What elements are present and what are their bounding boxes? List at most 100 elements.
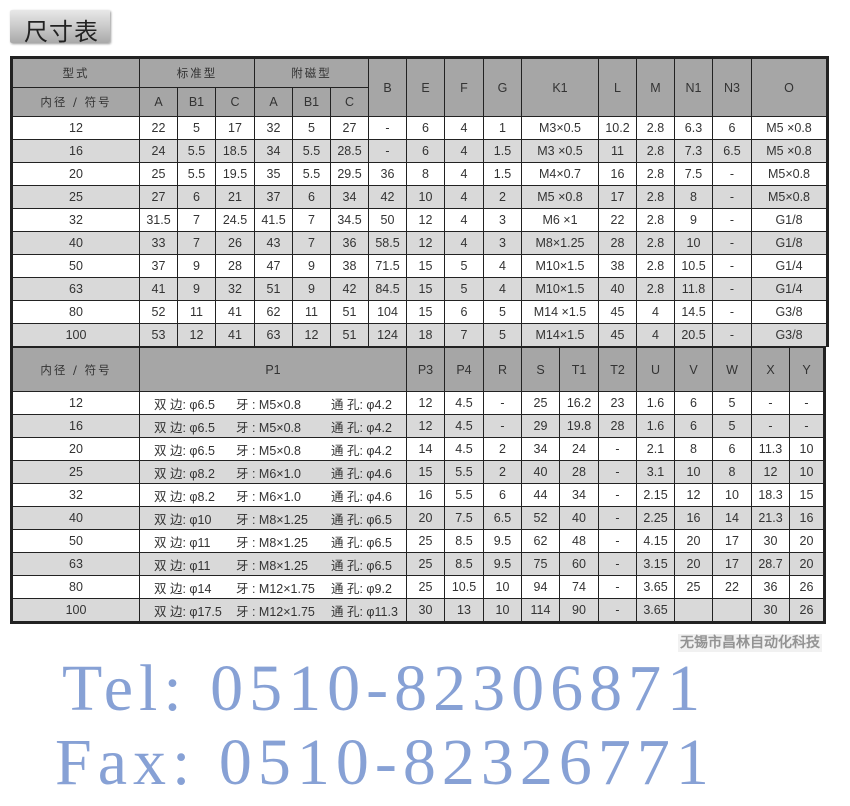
- table-cell: 4: [444, 116, 484, 140]
- table-cell: 9.5: [483, 529, 522, 553]
- table-cell: 11.3: [751, 437, 790, 461]
- table-cell: 8: [406, 162, 445, 186]
- table-cell: 19.8: [559, 414, 599, 438]
- double-side-value: 双 边: φ8.2: [154, 489, 215, 504]
- table-cell: 7.5: [444, 506, 484, 530]
- table-cell: 2.8: [636, 162, 675, 186]
- table-cell: 23: [598, 391, 637, 415]
- table-cell: 12: [406, 208, 445, 232]
- table-cell: 2: [483, 437, 522, 461]
- table-cell: 43: [254, 231, 293, 255]
- table-row: 50 双 边: φ11 牙 : M8×1.25 通 孔: φ6.5 25 8.5 9.5 62…: [11, 529, 825, 553]
- table-cell: 9: [177, 277, 216, 301]
- table-cell: -: [598, 529, 637, 553]
- table-cell: 41: [215, 323, 255, 347]
- table-cell: 16: [674, 506, 713, 530]
- col-header-S: S: [521, 346, 560, 392]
- section-title-badge: 尺寸表: [10, 10, 110, 46]
- table-cell: 6: [712, 437, 752, 461]
- bore-cell: 32: [11, 483, 140, 507]
- thread-value: 牙 : M5×0.8: [236, 397, 301, 412]
- table-cell: M4×0.7: [521, 162, 599, 186]
- through-hole-value: 通 孔: φ6.5: [331, 535, 392, 550]
- table-cell: 51: [254, 277, 293, 301]
- table-cell: 4.5: [444, 391, 484, 415]
- fax-watermark: Fax: 0510-82326771: [55, 726, 715, 799]
- table-cell: 10.5: [674, 254, 713, 278]
- table-cell: 2.8: [636, 254, 675, 278]
- table-cell: 3: [483, 208, 522, 232]
- p1-cell: 双 边: φ14 牙 : M12×1.75 通 孔: φ9.2: [139, 575, 407, 599]
- table-cell: 15: [406, 300, 445, 324]
- double-side-value: 双 边: φ11: [154, 558, 211, 573]
- table-cell: 7: [444, 323, 484, 347]
- table-cell: 20: [789, 529, 825, 553]
- thread-value: 牙 : M8×1.25: [236, 512, 308, 527]
- table-cell: 14: [712, 506, 752, 530]
- table-cell: 36: [368, 162, 407, 186]
- table-cell: 5: [444, 254, 484, 278]
- table-cell: 4: [444, 185, 484, 209]
- table-cell: 5.5: [177, 139, 216, 163]
- col-header-mag-B1: B1: [292, 87, 331, 117]
- table-cell: 35: [254, 162, 293, 186]
- table-cell: 15: [406, 460, 445, 484]
- through-hole-value: 通 孔: φ6.5: [331, 558, 392, 573]
- watermark-area: 无锡市昌林自动化科技 Tel: 0510-82306871 Fax: 0510-…: [0, 634, 850, 806]
- table-row: 100 53 12 41 63 12 51 124 18 7 5 M14×1.5 45 4 20.5- G3/…: [11, 323, 828, 347]
- table-cell: 40: [598, 277, 637, 301]
- bore-cell: 16: [11, 414, 140, 438]
- table-row: 12 22 5 17 32 5 27-6 4 1 M3×0.5 10.2 2.8 6.3 6 M5 ×0.8: [11, 116, 828, 140]
- table-cell: 34: [330, 185, 369, 209]
- table-cell: 17: [712, 552, 752, 576]
- table-cell: -: [789, 391, 825, 415]
- section-title: 尺寸表: [24, 18, 99, 46]
- table-cell: -: [712, 185, 752, 209]
- table-cell: 62: [254, 300, 293, 324]
- bore-cell: 63: [11, 552, 140, 576]
- table-cell: 32: [11, 208, 140, 232]
- col-header-mag-A: A: [254, 87, 293, 117]
- table-cell: 25: [521, 391, 560, 415]
- table-cell: 4.15: [636, 529, 675, 553]
- table-cell: 5.5: [444, 483, 484, 507]
- table-cell: 3.65: [636, 598, 675, 623]
- table-cell: 24.5: [215, 208, 255, 232]
- table-row: 32 双 边: φ8.2 牙 : M6×1.0 通 孔: φ4.6 16 5.5 6 44 34…: [11, 483, 825, 507]
- table-cell: 28.7: [751, 552, 790, 576]
- col-header-std-C: C: [215, 87, 255, 117]
- double-side-value: 双 边: φ6.5: [154, 397, 215, 412]
- bore-cell: 20: [11, 437, 140, 461]
- table-cell: M10×1.5: [521, 277, 599, 301]
- table-cell: 28.5: [330, 139, 369, 163]
- table-cell: 16.2: [559, 391, 599, 415]
- table-cell: 40: [11, 231, 140, 255]
- table-cell: 15: [406, 254, 445, 278]
- table-cell: 11: [598, 139, 637, 163]
- table-cell: M5 ×0.8: [751, 139, 828, 163]
- table-cell: 21.3: [751, 506, 790, 530]
- table-cell: 42: [368, 185, 407, 209]
- standard-type-header: 标准型: [139, 57, 255, 88]
- table-cell: 26: [789, 598, 825, 623]
- table-cell: 14.5: [674, 300, 713, 324]
- table-cell: 7: [177, 231, 216, 255]
- table-row: 20 双 边: φ6.5 牙 : M5×0.8 通 孔: φ4.2 14 4.5 2 34 24…: [11, 437, 825, 461]
- table-cell: 71.5: [368, 254, 407, 278]
- p1-cell: 双 边: φ11 牙 : M8×1.25 通 孔: φ6.5: [139, 552, 407, 576]
- table-cell: 7: [292, 208, 331, 232]
- dimension-table-top: 型式 标准型 附磁型 B E F G K1 L M N1 N3 O 内径 / 符…: [10, 56, 829, 347]
- table-cell: 34.5: [330, 208, 369, 232]
- table-cell: 42: [330, 277, 369, 301]
- table-cell: 5.5: [177, 162, 216, 186]
- table-cell: 2.8: [636, 208, 675, 232]
- table-cell: 74: [559, 575, 599, 599]
- table-cell: -: [598, 483, 637, 507]
- table-cell: -: [712, 208, 752, 232]
- col-header-R: R: [483, 346, 522, 392]
- table-cell: 2.15: [636, 483, 675, 507]
- table-cell: 5: [483, 300, 522, 324]
- table-cell: 36: [330, 231, 369, 255]
- table-cell: 10: [483, 598, 522, 623]
- col-header-N3: N3: [712, 57, 752, 117]
